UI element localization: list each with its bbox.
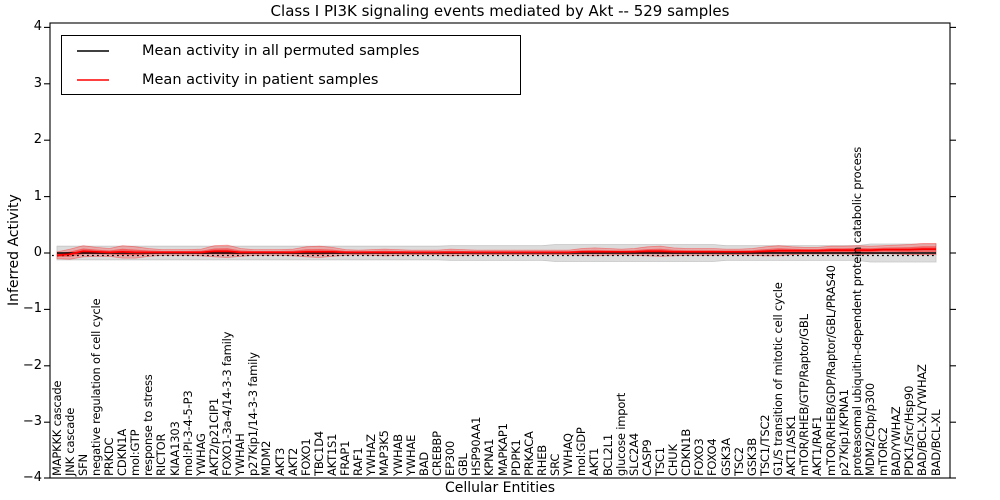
- x-tick-label: YWHAH: [233, 433, 248, 476]
- x-tick-label: RAF1: [351, 447, 366, 476]
- x-tick-label: RICTOR: [154, 433, 169, 476]
- legend-line-permuted-icon: [77, 49, 109, 52]
- x-tick-label: mTORC2: [876, 427, 891, 476]
- x-tick-label: BAD/YWHAZ: [889, 406, 904, 476]
- x-tick-label: AKT2: [285, 447, 300, 476]
- x-tick-label: CDKN1B: [679, 428, 694, 476]
- x-tick-label: KPNA1: [482, 438, 497, 476]
- x-tick-label: mol:GDP: [574, 427, 589, 476]
- x-tick-label: BAD/BCL-XL: [928, 409, 943, 476]
- y-tick-label: −2: [22, 357, 42, 373]
- x-tick-label: CDKN1A: [115, 428, 130, 476]
- x-tick-label: AKT2/p21CIP1: [206, 398, 221, 476]
- x-tick-label: GSK3B: [744, 438, 759, 476]
- x-tick-label: FOXO4: [705, 438, 720, 476]
- x-tick-label: AKT1S1: [325, 433, 339, 476]
- legend-label: Mean activity in all permuted samples: [142, 42, 420, 59]
- x-tick-label: PRKDC: [101, 437, 116, 476]
- legend: Mean activity in all permuted samples Me…: [61, 35, 521, 95]
- x-tick-label: YWHAB: [390, 434, 405, 476]
- x-tick-label: MDM2: [259, 440, 274, 476]
- x-tick-label: HSP90AA1: [469, 416, 484, 476]
- x-tick-label: PDK1/Src/Hsp90: [902, 385, 917, 476]
- x-tick-label: SLC2A4: [626, 432, 641, 476]
- x-tick-label: FOXO3: [692, 438, 707, 476]
- legend-item: Mean activity in patient samples: [62, 72, 520, 88]
- y-tick-label: −4: [22, 470, 42, 485]
- legend-line-patient-icon: [77, 78, 109, 81]
- y-axis-label: Inferred Activity: [6, 194, 22, 306]
- x-axis-label: Cellular Entities: [444, 480, 556, 496]
- y-tick-label: 0: [33, 245, 42, 260]
- x-tick-label: CREBBP: [429, 431, 444, 476]
- x-tick-label: mTOR/RHEB/GDP/Raptor/GBL/PRAS40: [823, 265, 838, 476]
- x-tick-label: SFN: [75, 454, 90, 476]
- x-tick-label: YWHAE: [403, 434, 418, 476]
- y-tick-label: 4: [33, 19, 42, 35]
- x-tick-label: CHUK: [666, 444, 681, 476]
- x-tick-label: MAP3K5: [377, 430, 392, 476]
- y-tick-label: 1: [33, 188, 42, 204]
- x-tick-label: YWHAQ: [561, 433, 576, 476]
- x-tick-label: YWHAG: [193, 433, 208, 476]
- x-tick-label: CASP9: [639, 439, 654, 476]
- x-tick-label: YWHAZ: [364, 434, 379, 476]
- x-tick-label: mol:PI-3-4-5-P3: [180, 390, 195, 476]
- x-tick-label: glucose import: [613, 392, 628, 476]
- y-tick-label: 3: [33, 75, 42, 91]
- chart-title: Class I PI3K signaling events mediated b…: [270, 2, 730, 20]
- x-tick-label: G1/S transition of mitotic cell cycle: [771, 282, 786, 476]
- x-tick-label: FOXO1: [298, 438, 313, 476]
- x-tick-label: proteasomal ubiquitin-dependent protein …: [849, 146, 864, 476]
- x-tick-label: BCL2L1: [600, 434, 615, 476]
- x-tick-label: GSK3A: [718, 438, 733, 476]
- x-tick-label: MAPKAP1: [495, 423, 510, 476]
- x-tick-label: TSC2: [731, 447, 746, 476]
- legend-item: Mean activity in all permuted samples: [62, 43, 520, 59]
- x-tick-label: MDM2/Cbp/p300: [862, 382, 877, 476]
- x-tick-label: AKT1: [587, 447, 602, 476]
- y-tick-label: 2: [33, 132, 42, 148]
- legend-label: Mean activity in patient samples: [142, 71, 379, 88]
- x-tick-label: KIAA1303: [167, 421, 182, 476]
- x-tick-label: mTOR/RHEB/GTP/Raptor/GBL: [797, 314, 812, 476]
- x-tick-label: FOXO1-3a-4/14-3-3 family: [220, 331, 235, 476]
- x-tick-label: FRAP1: [338, 440, 353, 476]
- x-tick-label: p27Kip1/KPNA1: [836, 389, 851, 476]
- x-tick-label: GBL: [456, 453, 471, 476]
- x-tick-label: response to stress: [141, 374, 156, 476]
- x-tick-label: PRKACA: [521, 431, 536, 476]
- x-tick-label: AKT1/RAF1: [810, 415, 825, 476]
- y-tick-label: −1: [22, 301, 42, 317]
- x-tick-label: EP300: [443, 440, 458, 476]
- x-tick-label: PDPK1: [508, 439, 523, 476]
- x-tick-label: p27Kip1/14-3-3 family: [246, 352, 261, 476]
- x-tick-label: TSC1: [652, 447, 667, 476]
- x-tick-label: negative regulation of cell cycle: [88, 298, 103, 476]
- x-tick-label: AKT3: [272, 447, 287, 476]
- x-tick-label: mol:GTP: [128, 429, 143, 476]
- y-tick-label: −3: [22, 414, 42, 430]
- x-tick-label: TSC1/TSC2: [757, 414, 772, 476]
- x-tick-label: TBC1D4: [311, 430, 326, 476]
- x-tick-label: BAD: [416, 451, 431, 476]
- x-tick-label: AKT1/ASK1: [784, 415, 799, 476]
- x-tick-label: JNK cascade: [62, 407, 77, 476]
- x-tick-label: SRC: [548, 453, 563, 476]
- x-tick-label: BAD/BCL-XL/YWHAZ: [915, 364, 930, 476]
- x-tick-label: RHEB: [534, 445, 549, 476]
- x-tick-label: MAPKKK cascade: [49, 380, 64, 476]
